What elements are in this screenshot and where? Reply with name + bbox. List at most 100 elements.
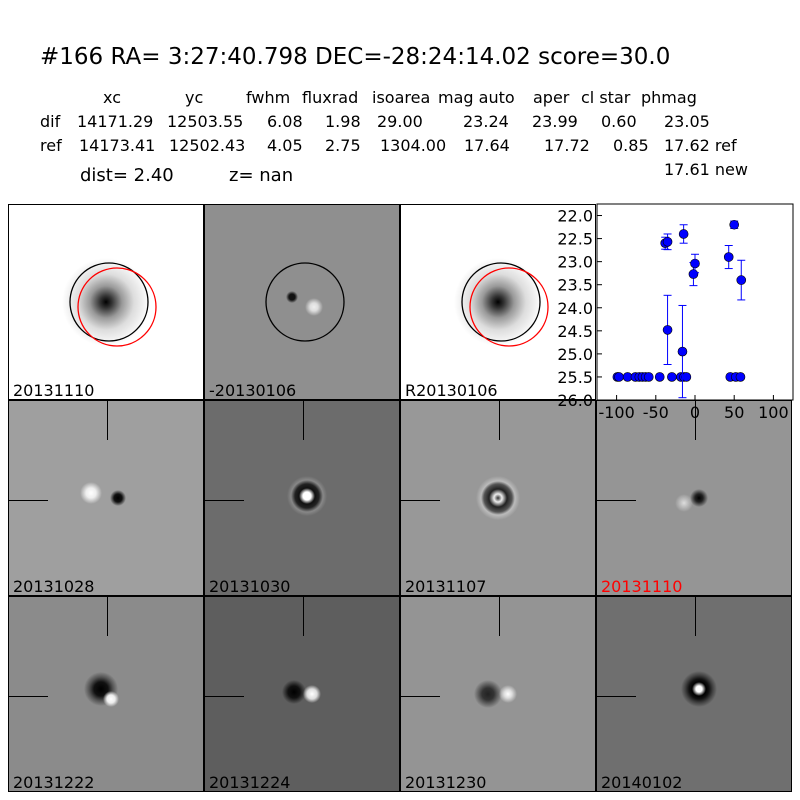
table-cell: 29.00 [377,112,423,131]
data-point [723,252,734,262]
light-curve-chart: -100 -50 0 50 100 22.0 22.5 23.0 23.5 24.0 24.5 25.… [557,203,794,422]
aperture-circle [461,262,541,342]
panel-date-label: 20131110 [601,577,683,596]
y-tick-label: 24.5 [557,322,593,341]
figure-title: #166 RA= 3:27:40.798 DEC=-28:24:14.02 sc… [40,44,671,70]
table-cell: 0.60 [601,112,637,131]
data-point [736,275,747,285]
x-tick-label: -100 [598,403,634,422]
data-point [643,372,654,382]
x-tick-label: 50 [724,403,744,422]
image-panel-stamp: 20131110 [596,400,792,596]
aperture-circle [265,262,345,342]
column-header: mag auto [438,88,515,107]
source-blob [252,252,352,352]
table-cell: 4.05 [267,136,303,155]
table-cell: 14173.41 [79,136,156,155]
panel-date-label: 20131028 [13,577,95,596]
panel-date-label: 20131110 [13,381,95,400]
crosshair-horizontal [9,696,48,697]
y-tick-label: 25.0 [557,345,593,364]
y-tick-label: 22.5 [557,230,593,249]
source-blob [644,644,744,744]
y-tick-label: 25.5 [557,368,593,387]
image-panel-stamp: 20131028 [8,400,204,596]
crosshair-horizontal [205,696,244,697]
crosshair-horizontal [597,500,636,501]
table-cell: 23.99 [532,112,578,131]
aperture-circles [461,262,549,347]
y-tick-label: 23.5 [557,276,593,295]
column-header: fluxrad [302,88,359,107]
crosshair-vertical [303,597,304,636]
crosshair-horizontal [597,696,636,697]
source-blob [252,644,352,744]
column-header: cl star [581,88,631,107]
crosshair-vertical [107,401,108,440]
source-blob [448,644,548,744]
x-tick-label: -50 [643,403,669,422]
data-point [688,269,699,279]
panel-date-label: 20131224 [209,773,291,792]
column-header: aper [533,88,570,107]
image-panel-stamp: 20140102 [596,596,792,792]
data-point [662,237,673,247]
data-point [678,229,689,239]
crosshair-horizontal [9,500,48,501]
source-blob [448,448,548,548]
new-phmag: 17.61 new [664,160,748,179]
aperture-circles [265,262,345,342]
column-header: isoarea [372,88,431,107]
column-header: phmag [641,88,697,107]
crosshair-vertical [499,401,500,440]
x-tick-label: 0 [690,403,700,422]
data-point [677,346,688,357]
table-cell: 23.05 [664,112,710,131]
crosshair-horizontal [205,500,244,501]
data-point [690,258,700,269]
image-panel-stamp: 20131030 [204,400,400,596]
dist-text: dist= 2.40 [80,165,174,186]
crosshair-vertical [499,597,500,636]
image-panel-stamp: 20131107 [400,400,596,596]
image-panel-stamp: 20131224 [204,596,400,792]
table-cell: 12502.43 [169,136,246,155]
crosshair-horizontal [401,696,440,697]
data-point [662,325,673,335]
y-tick-label: 24.0 [557,299,593,318]
panel-date-label: 20131222 [13,773,95,792]
image-panel-ref: R20130106 [400,204,596,400]
source-blob [644,448,744,548]
crosshair-vertical [303,401,304,440]
image-panel-stamp: 20131230 [400,596,596,792]
row-label: dif [40,112,61,131]
source-blob [56,252,156,352]
ref-aperture-circle [77,267,157,347]
image-panel-ref: 20131110 [8,204,204,400]
column-header: yc [185,88,204,107]
table-cell: 17.64 [464,136,510,155]
table-cell: 2.75 [325,136,361,155]
aperture-circles [69,262,157,347]
data-point [667,372,677,382]
y-tick-label: 26.0 [557,391,593,410]
aperture-circle [69,262,149,342]
source-blob [448,252,548,352]
data-point [654,372,665,382]
panel-date-label: -20130106 [209,381,297,400]
crosshair-vertical [107,597,108,636]
table-cell: 17.72 [544,136,590,155]
source-blob [252,448,352,548]
z-text: z= nan [229,165,294,186]
table-cell: 1304.00 [380,136,447,155]
source-blob [56,644,156,744]
table-cell: 6.08 [267,112,303,131]
y-tick-label: 22.0 [557,207,593,226]
x-tick-label: 100 [758,403,789,422]
table-cell: 12503.55 [167,112,244,131]
plot-area [596,203,794,401]
table-cell: 1.98 [325,112,361,131]
panel-date-label: R20130106 [405,381,498,400]
crosshair-vertical [695,401,696,440]
